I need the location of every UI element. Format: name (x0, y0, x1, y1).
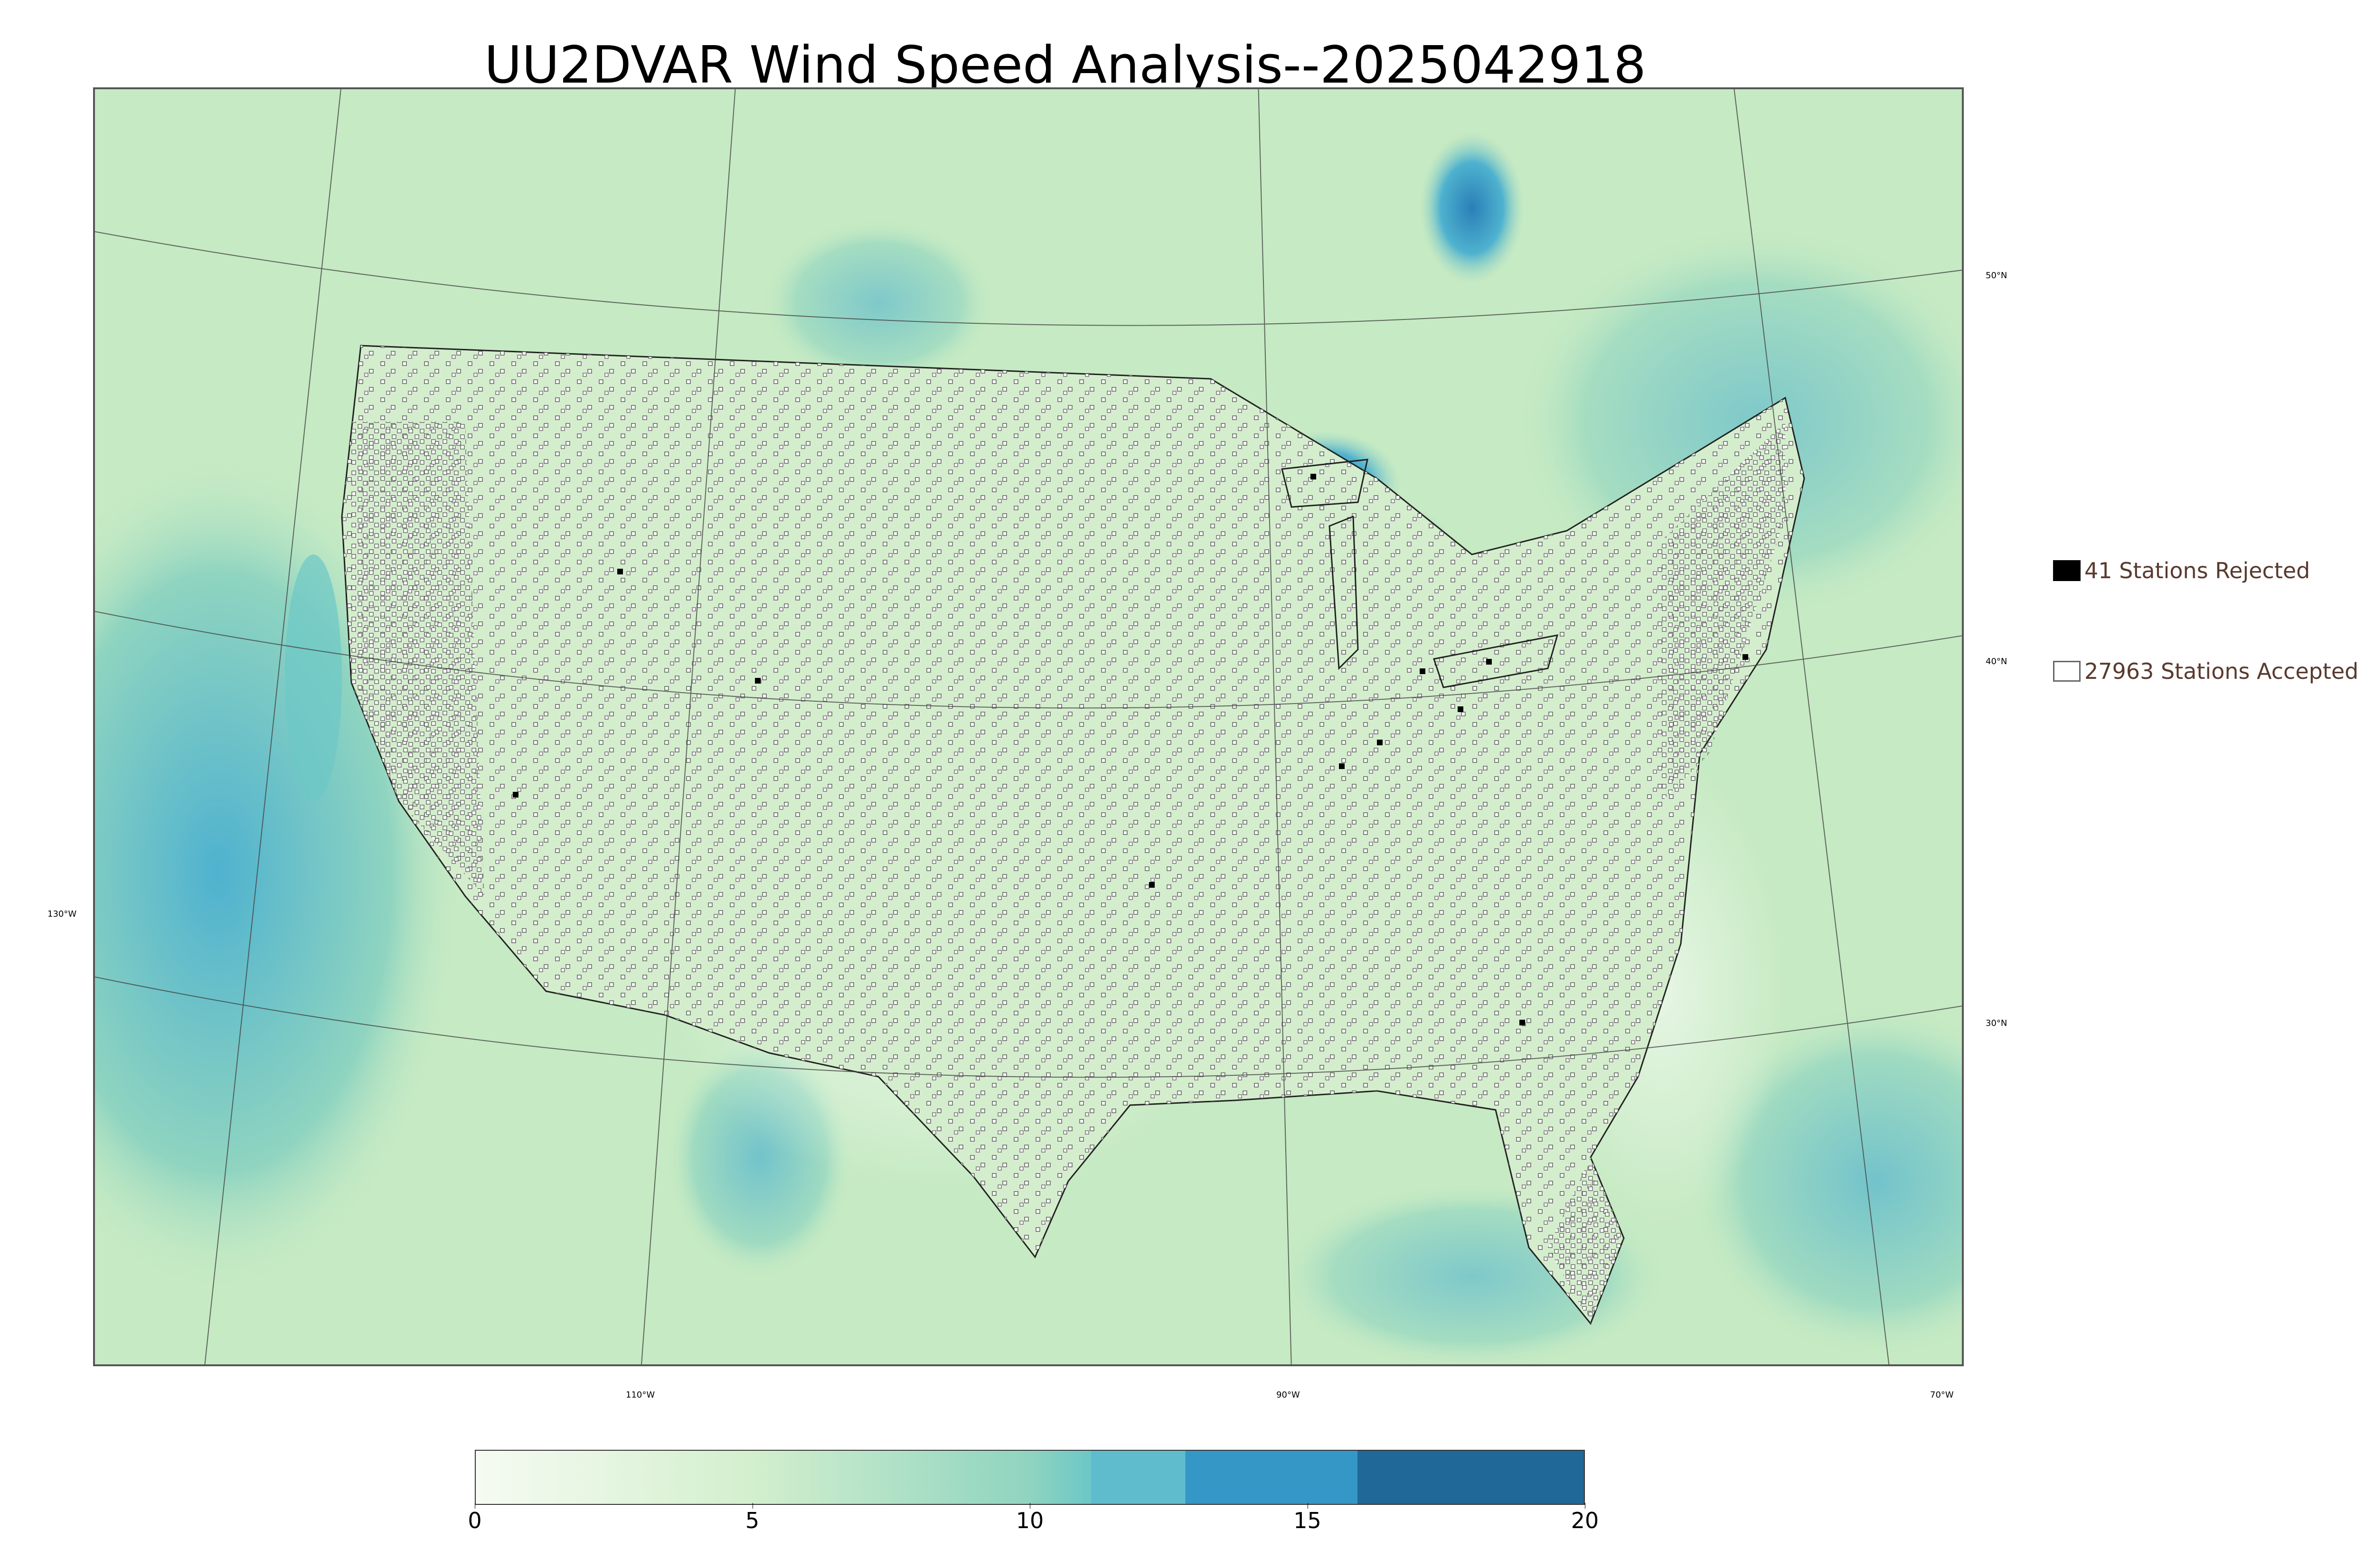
colorbar-tick-label: 5 (745, 1508, 760, 1533)
rejected-swatch-icon (2053, 560, 2081, 581)
lat-label-50n: 50°N (1986, 271, 2007, 281)
map-title: UU2DVAR Wind Speed Analysis--2025042918 (484, 36, 1646, 95)
lon-label-130w: 130°W (47, 909, 77, 919)
accepted-label: 27963 Stations Accepted (2084, 658, 2359, 684)
colorbar-band-2 (1357, 1450, 1585, 1505)
legend-rejected: 41 Stations Rejected (2053, 556, 2310, 585)
lon-label-90w: 90°W (1276, 1390, 1300, 1400)
colorbar-tick-label: 20 (1571, 1508, 1599, 1533)
map-canvas (95, 89, 1962, 1364)
colorbar-band-0 (1091, 1450, 1186, 1505)
lon-label-70w: 70°W (1930, 1390, 1954, 1400)
lon-label-110w: 110°W (626, 1390, 655, 1400)
wind-speed-map[interactable] (93, 87, 1964, 1366)
colorbar (475, 1450, 1585, 1505)
colorbar-tick-label: 0 (468, 1508, 482, 1533)
legend-accepted: 27963 Stations Accepted (2053, 657, 2358, 685)
rejected-label: 41 Stations Rejected (2084, 558, 2310, 583)
colorbar-gradient (475, 1450, 1091, 1505)
lat-label-30n: 30°N (1986, 1018, 2007, 1028)
accepted-swatch-icon (2053, 661, 2081, 682)
lat-label-40n: 40°N (1986, 657, 2007, 667)
colorbar-tick-label: 15 (1293, 1508, 1321, 1533)
colorbar-tick-label: 10 (1016, 1508, 1044, 1533)
colorbar-band-1 (1185, 1450, 1357, 1505)
